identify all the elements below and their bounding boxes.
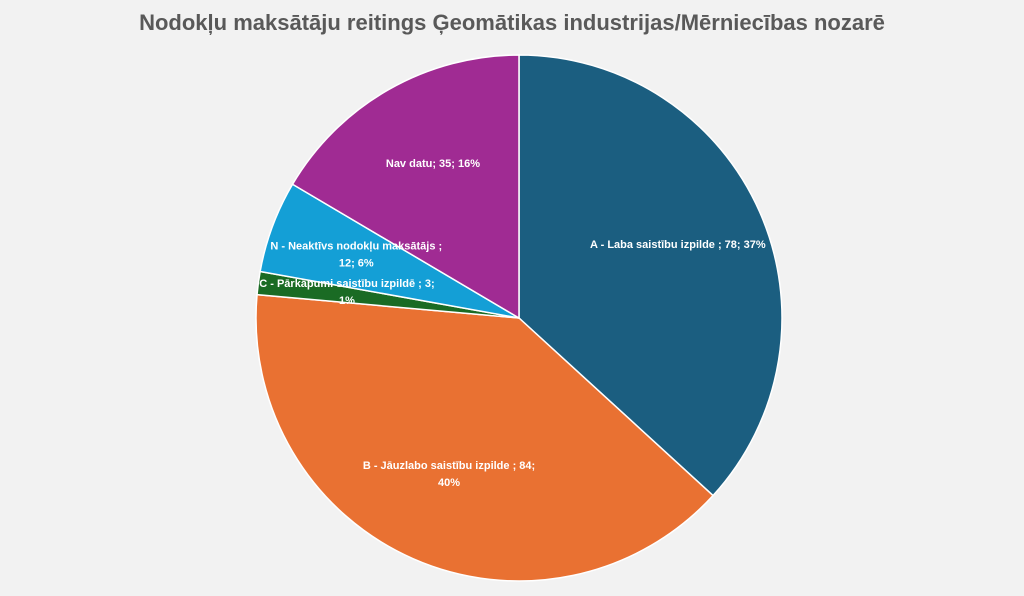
data-label-line: B - Jāuzlabo saistību izpilde ; 84; — [363, 460, 535, 472]
data-label-line: C - Pārkāpumi saistību izpildē ; 3; — [259, 278, 434, 290]
data-label-line: Nav datu; 35; 16% — [386, 158, 480, 170]
data-label-line: 1% — [339, 295, 355, 307]
data-label: C - Pārkāpumi saistību izpildē ; 3; 1% — [259, 278, 434, 307]
data-label: A - Laba saistību izpilde ; 78; 37% — [590, 239, 766, 251]
chart-title: Nodokļu maksātāju reitings Ģeomātikas in… — [139, 10, 885, 35]
data-label-line: N - Neaktīvs nodokļu maksātājs ; — [270, 241, 442, 253]
data-label: Nav datu; 35; 16% — [386, 158, 480, 170]
pie-slice — [518, 54, 783, 497]
pie-slice — [255, 293, 715, 582]
data-label-line: 12; 6% — [339, 258, 374, 270]
data-label-line: A - Laba saistību izpilde ; 78; 37% — [590, 239, 766, 251]
pie-slice — [291, 54, 520, 320]
data-label-line: 40% — [438, 477, 460, 489]
data-label: N - Neaktīvs nodokļu maksātājs ; 12; 6% — [270, 241, 442, 270]
data-label: B - Jāuzlabo saistību izpilde ; 84; 40% — [363, 460, 535, 489]
